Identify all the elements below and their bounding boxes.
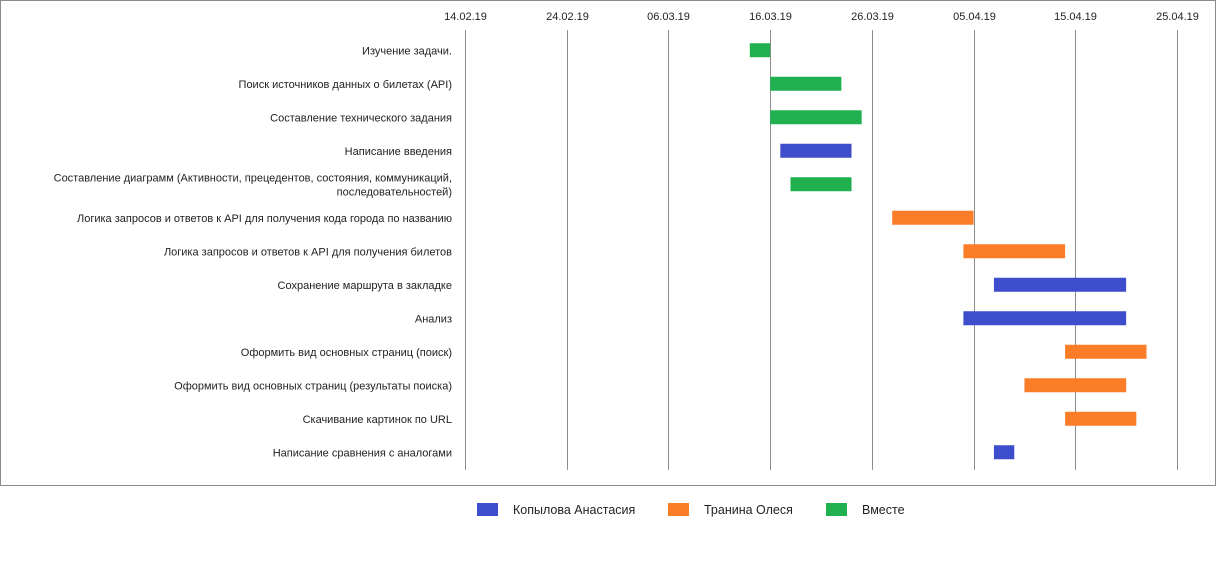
legend-label: Транина Олеся [704, 503, 793, 517]
x-tick-label: 25.04.19 [1156, 11, 1199, 23]
task-label: последовательностей) [337, 186, 452, 198]
task-bar [749, 43, 771, 58]
task-label: Сохранение маршрута в закладке [278, 280, 452, 292]
task-label: Изучение задачи. [362, 45, 452, 57]
task-label: Составление диаграмм (Активности, прецед… [54, 172, 452, 184]
task-bar [1024, 378, 1127, 393]
legend-swatch [826, 503, 847, 516]
x-tick-label: 05.04.19 [953, 11, 996, 23]
x-axis-tick-labels: 14.02.19 24.02.19 06.03.19 16.03.19 26.03.19… [444, 11, 1199, 23]
legend-swatch [477, 503, 498, 516]
task-bar [790, 177, 852, 192]
task-bar [770, 110, 862, 125]
legend-label: Копылова Анастасия [513, 503, 635, 517]
task-bar [1065, 411, 1137, 426]
task-label: Составление технического задания [270, 112, 452, 124]
legend-swatch [668, 503, 689, 516]
task-label: Написание сравнения с аналогами [273, 447, 452, 459]
task-bar [993, 277, 1127, 292]
task-bar [963, 244, 1066, 259]
x-tick-label: 16.03.19 [749, 11, 792, 23]
legend: Копылова Анастасия Транина Олеся Вместе [477, 503, 905, 517]
task-label: Написание введения [345, 146, 452, 158]
x-tick-label: 15.04.19 [1054, 11, 1097, 23]
task-bar [780, 143, 852, 158]
task-bars [749, 43, 1147, 460]
task-label: Логика запросов и ответов к API для полу… [77, 213, 452, 225]
task-label: Скачивание картинок по URL [303, 414, 452, 426]
task-label: Логика запросов и ответов к API для полу… [164, 246, 452, 258]
task-bar [963, 311, 1127, 326]
task-label: Поиск источников данных о билетах (API) [239, 79, 452, 91]
legend-label: Вместе [862, 503, 905, 517]
x-tick-label: 24.02.19 [546, 11, 589, 23]
task-labels: Изучение задачи. Поиск источников данных … [54, 45, 453, 459]
task-label: Оформить вид основных страниц (результат… [174, 380, 452, 392]
chart-frame [0, 0, 1216, 486]
task-label: Оформить вид основных страниц (поиск) [241, 347, 452, 359]
task-label: Анализ [415, 313, 452, 325]
task-bar [1065, 344, 1147, 359]
x-tick-label: 26.03.19 [851, 11, 894, 23]
task-bar [993, 445, 1015, 460]
task-bar [892, 210, 974, 225]
x-tick-label: 14.02.19 [444, 11, 487, 23]
task-bar [770, 76, 842, 91]
x-tick-label: 06.03.19 [647, 11, 690, 23]
